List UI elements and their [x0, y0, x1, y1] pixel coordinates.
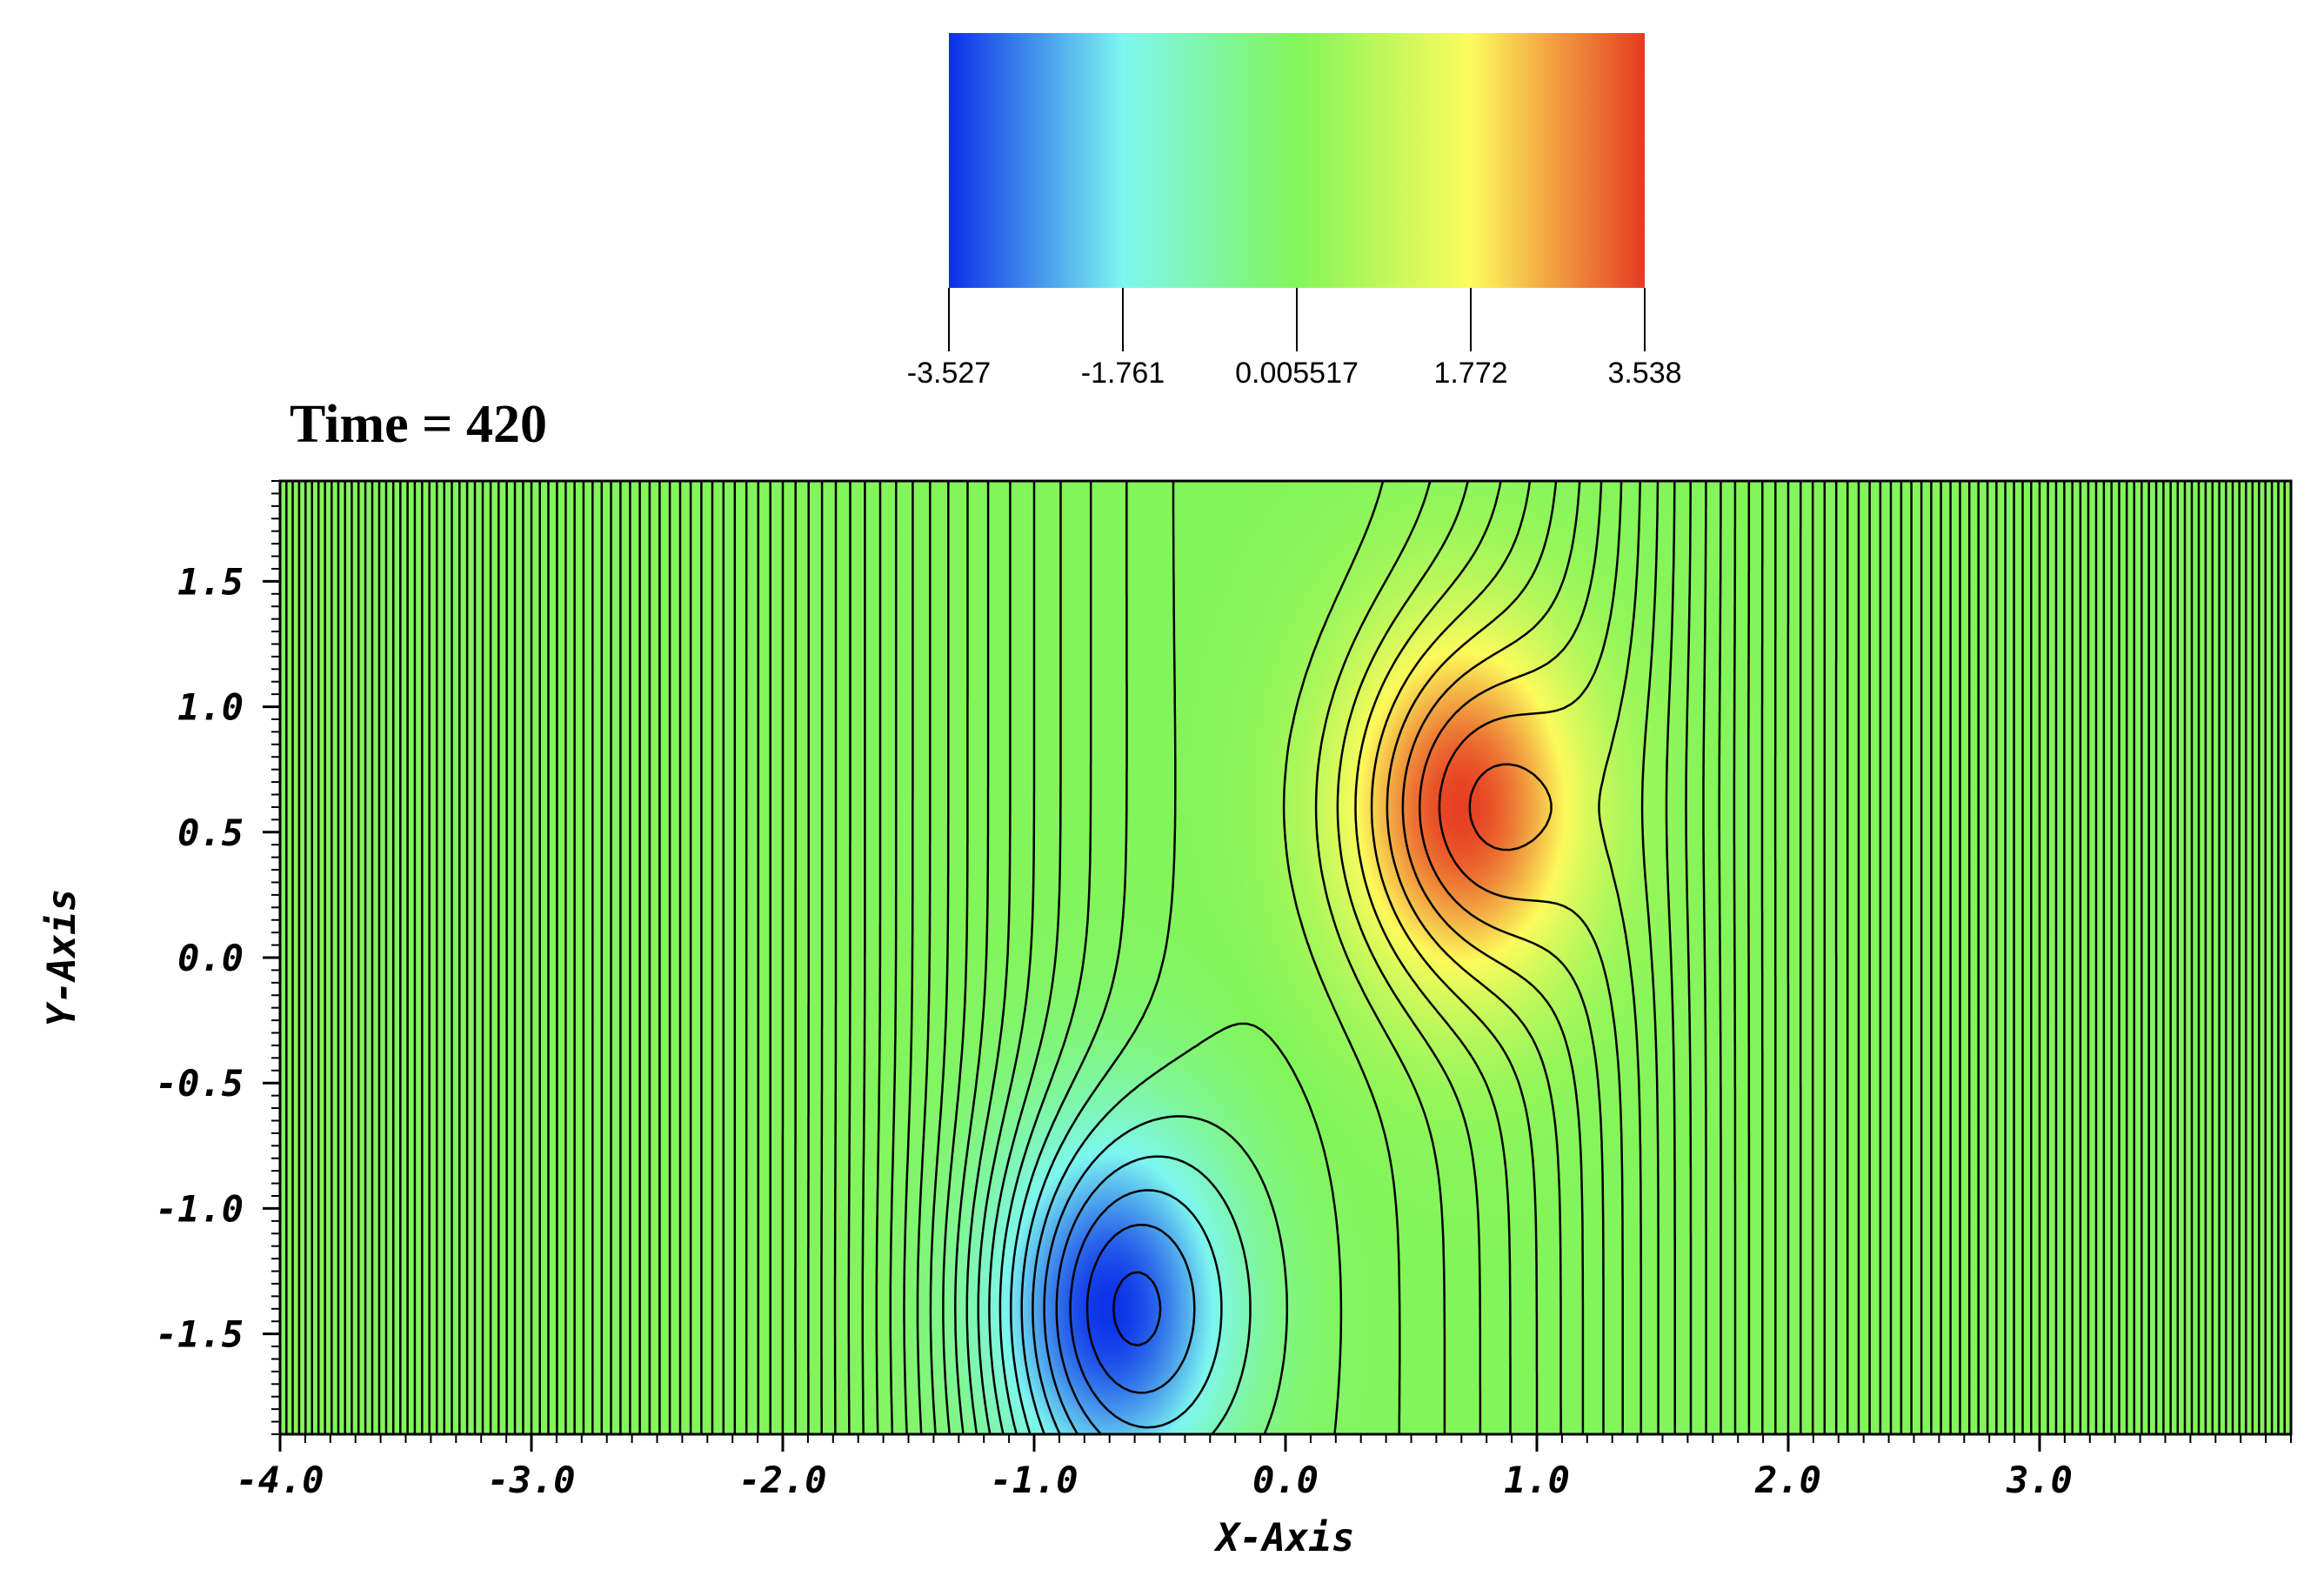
x-tick-label: -4.0: [236, 1459, 324, 1501]
colorbar-tick-label-3: 1.772: [1433, 357, 1507, 390]
y-tick-label: 0.5: [177, 811, 244, 854]
heatmap-field: [280, 481, 2291, 1434]
colorbar-gradient: [949, 33, 1645, 288]
y-tick-label: 0.0: [177, 937, 244, 979]
x-tick-label: -2.0: [738, 1459, 826, 1501]
x-tick-label: 3.0: [2006, 1459, 2073, 1501]
colorbar-tick-label-1: -1.761: [1081, 357, 1165, 390]
y-axis-ticks: 1.5 1.0 0.5 0.0 -0.5 -1.0 -1.5: [156, 560, 280, 1356]
y-tick-label: -1.5: [156, 1313, 244, 1356]
y-axis-label: Y-Axis: [40, 889, 84, 1027]
contour-path: [280, 481, 2291, 1434]
colorbar: -3.527 -1.761 0.005517 1.772 3.538: [907, 33, 1682, 390]
y-tick-label: -1.0: [156, 1187, 244, 1230]
x-tick-label: 2.0: [1754, 1459, 1821, 1501]
y-tick-label: 1.5: [177, 560, 244, 603]
x-axis-label: X-Axis: [1213, 1516, 1355, 1560]
colorbar-tick-label-2: 0.005517: [1235, 357, 1359, 390]
x-tick-label: 0.0: [1252, 1459, 1319, 1501]
colorbar-ticks: [948, 288, 1646, 351]
x-tick-label: -3.0: [487, 1459, 575, 1501]
x-tick-label: 1.0: [1504, 1459, 1570, 1501]
contour-lines: [280, 481, 2291, 1434]
y-tick-label: -0.5: [156, 1062, 244, 1105]
y-tick-label: 1.0: [177, 686, 244, 729]
colorbar-tick-label-4: 3.538: [1607, 357, 1681, 390]
plot-area: -4.0 -3.0 -2.0 -1.0 0.0 1.0 2.0 3.0 1.5 1.0 0.5 0.…: [156, 479, 2293, 1501]
x-axis-ticks: -4.0 -3.0 -2.0 -1.0 0.0 1.0 2.0 3.0: [236, 1434, 2073, 1501]
x-tick-label: -1.0: [990, 1459, 1078, 1501]
colorbar-tick-label-0: -3.527: [907, 357, 991, 390]
time-label: Time = 420: [290, 395, 547, 454]
